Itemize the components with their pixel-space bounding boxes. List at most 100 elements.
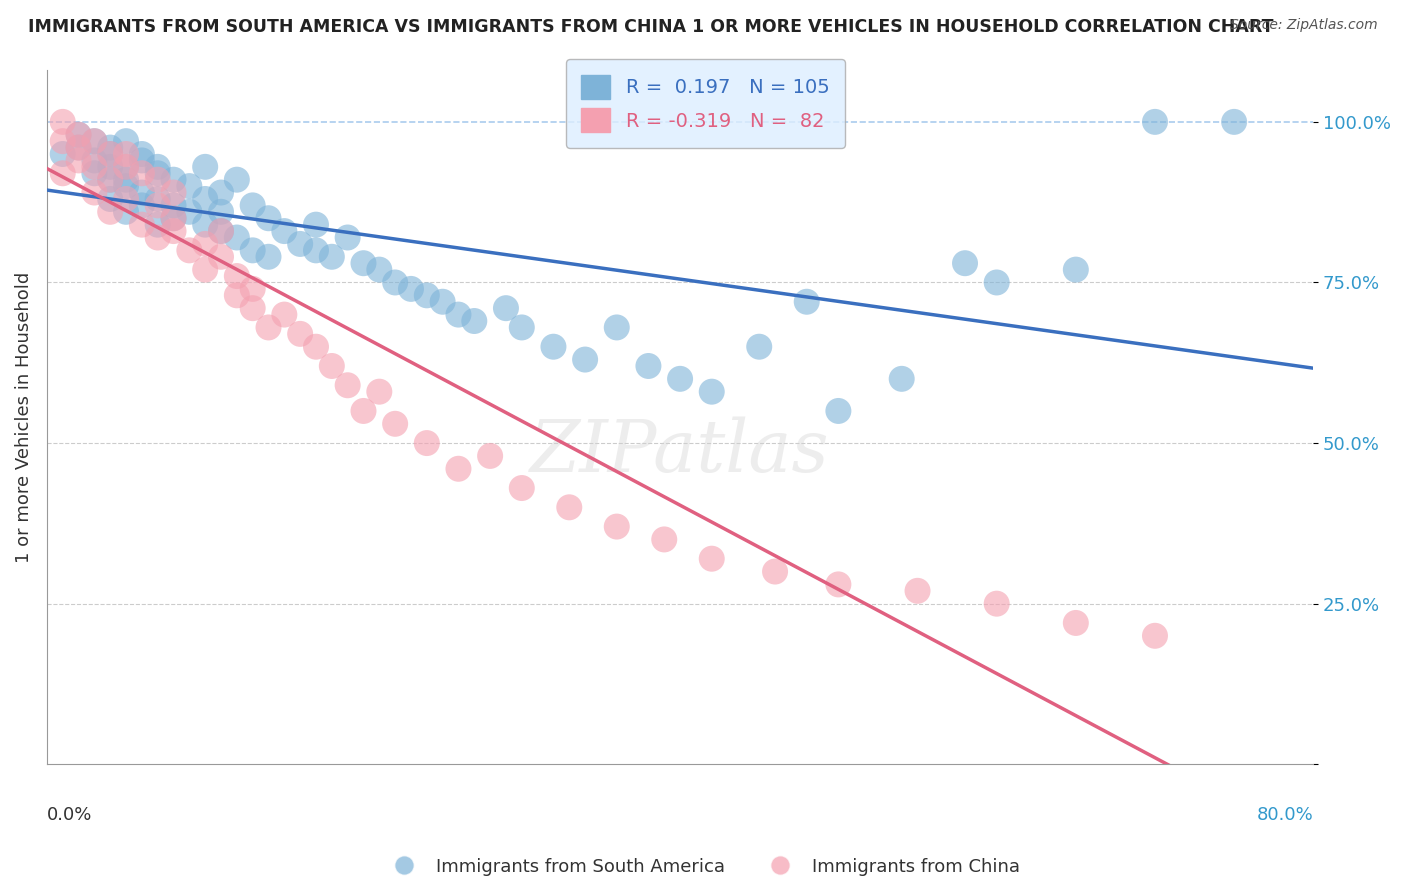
Point [463, 314, 485, 328]
Point [52, 134, 75, 148]
Point [194, 218, 217, 232]
Point [700, 384, 723, 399]
Point [763, 565, 786, 579]
Y-axis label: 1 or more Vehicles in Household: 1 or more Vehicles in Household [15, 272, 32, 563]
Point [146, 166, 169, 180]
Point [67, 128, 90, 142]
Point [98, 192, 121, 206]
Point [273, 224, 295, 238]
Point [209, 224, 232, 238]
Point [368, 384, 391, 399]
Point [543, 340, 565, 354]
Point [652, 533, 675, 547]
Point [384, 417, 406, 431]
Point [242, 198, 264, 212]
Point [336, 378, 359, 392]
Point [1064, 262, 1087, 277]
Point [827, 577, 849, 591]
Point [131, 153, 153, 168]
Point [115, 147, 138, 161]
Text: ZIPatlas: ZIPatlas [530, 417, 830, 487]
Point [416, 288, 439, 302]
Point [83, 153, 105, 168]
Point [225, 230, 247, 244]
Point [115, 204, 138, 219]
Point [115, 179, 138, 194]
Point [1143, 115, 1166, 129]
Point [162, 186, 184, 200]
Text: 0.0%: 0.0% [46, 805, 93, 824]
Point [288, 326, 311, 341]
Point [574, 352, 596, 367]
Point [305, 244, 328, 258]
Point [447, 308, 470, 322]
Point [162, 211, 184, 226]
Point [225, 268, 247, 283]
Text: 80.0%: 80.0% [1257, 805, 1313, 824]
Point [305, 340, 328, 354]
Point [273, 308, 295, 322]
Point [146, 192, 169, 206]
Point [146, 218, 169, 232]
Point [606, 519, 628, 533]
Point [479, 449, 502, 463]
Point [131, 218, 153, 232]
Point [558, 500, 581, 515]
Point [242, 301, 264, 315]
Point [131, 166, 153, 180]
Point [115, 134, 138, 148]
Point [890, 372, 912, 386]
Point [98, 147, 121, 161]
Point [115, 192, 138, 206]
Point [162, 224, 184, 238]
Point [637, 359, 659, 373]
Point [52, 166, 75, 180]
Point [796, 294, 818, 309]
Point [257, 211, 280, 226]
Point [194, 262, 217, 277]
Point [162, 198, 184, 212]
Point [83, 134, 105, 148]
Point [98, 204, 121, 219]
Point [384, 276, 406, 290]
Point [432, 294, 454, 309]
Point [131, 186, 153, 200]
Point [353, 256, 375, 270]
Legend: Immigrants from South America, Immigrants from China: Immigrants from South America, Immigrant… [378, 851, 1028, 883]
Point [146, 160, 169, 174]
Point [336, 230, 359, 244]
Point [225, 288, 247, 302]
Point [953, 256, 976, 270]
Point [194, 236, 217, 251]
Point [321, 359, 343, 373]
Point [1223, 115, 1246, 129]
Point [131, 198, 153, 212]
Point [1143, 629, 1166, 643]
Point [257, 320, 280, 334]
Point [353, 404, 375, 418]
Text: Source: ZipAtlas.com: Source: ZipAtlas.com [1230, 18, 1378, 32]
Point [67, 128, 90, 142]
Point [83, 134, 105, 148]
Point [447, 462, 470, 476]
Point [179, 179, 201, 194]
Point [209, 224, 232, 238]
Point [146, 172, 169, 186]
Point [209, 250, 232, 264]
Point [1064, 615, 1087, 630]
Point [368, 262, 391, 277]
Point [67, 140, 90, 154]
Legend: R =  0.197   N = 105, R = -0.319   N =  82: R = 0.197 N = 105, R = -0.319 N = 82 [565, 60, 845, 148]
Text: IMMIGRANTS FROM SOUTH AMERICA VS IMMIGRANTS FROM CHINA 1 OR MORE VEHICLES IN HOU: IMMIGRANTS FROM SOUTH AMERICA VS IMMIGRA… [28, 18, 1274, 36]
Point [194, 192, 217, 206]
Point [83, 160, 105, 174]
Point [98, 147, 121, 161]
Point [510, 481, 533, 495]
Point [416, 436, 439, 450]
Point [242, 282, 264, 296]
Point [907, 583, 929, 598]
Point [257, 250, 280, 264]
Point [700, 551, 723, 566]
Point [495, 301, 517, 315]
Point [52, 115, 75, 129]
